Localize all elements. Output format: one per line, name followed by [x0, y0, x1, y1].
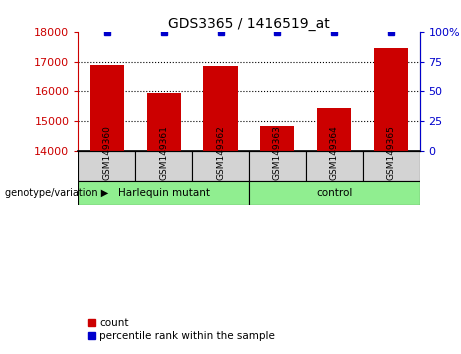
Text: control: control [316, 188, 352, 198]
Text: GSM149361: GSM149361 [159, 126, 168, 181]
Bar [78, 151, 135, 181]
Text: GSM149360: GSM149360 [102, 126, 111, 181]
Bar [203, 66, 237, 151]
Bar [363, 151, 420, 181]
Legend: count, percentile rank within the sample: count, percentile rank within the sample [83, 314, 279, 345]
Text: GSM149363: GSM149363 [273, 126, 282, 181]
Bar [249, 181, 420, 205]
Bar [90, 65, 124, 151]
Bar [260, 126, 295, 151]
Bar [374, 48, 408, 151]
Bar [192, 151, 249, 181]
Text: GSM149362: GSM149362 [216, 126, 225, 181]
Bar [135, 151, 192, 181]
Title: GDS3365 / 1416519_at: GDS3365 / 1416519_at [168, 17, 330, 31]
Text: genotype/variation ▶: genotype/variation ▶ [5, 188, 108, 198]
Bar [147, 93, 181, 151]
Text: GSM149365: GSM149365 [387, 126, 396, 181]
Text: GSM149364: GSM149364 [330, 126, 339, 181]
Bar [249, 151, 306, 181]
Bar [78, 181, 249, 205]
Text: Harlequin mutant: Harlequin mutant [118, 188, 210, 198]
Bar [317, 108, 351, 151]
Bar [306, 151, 363, 181]
